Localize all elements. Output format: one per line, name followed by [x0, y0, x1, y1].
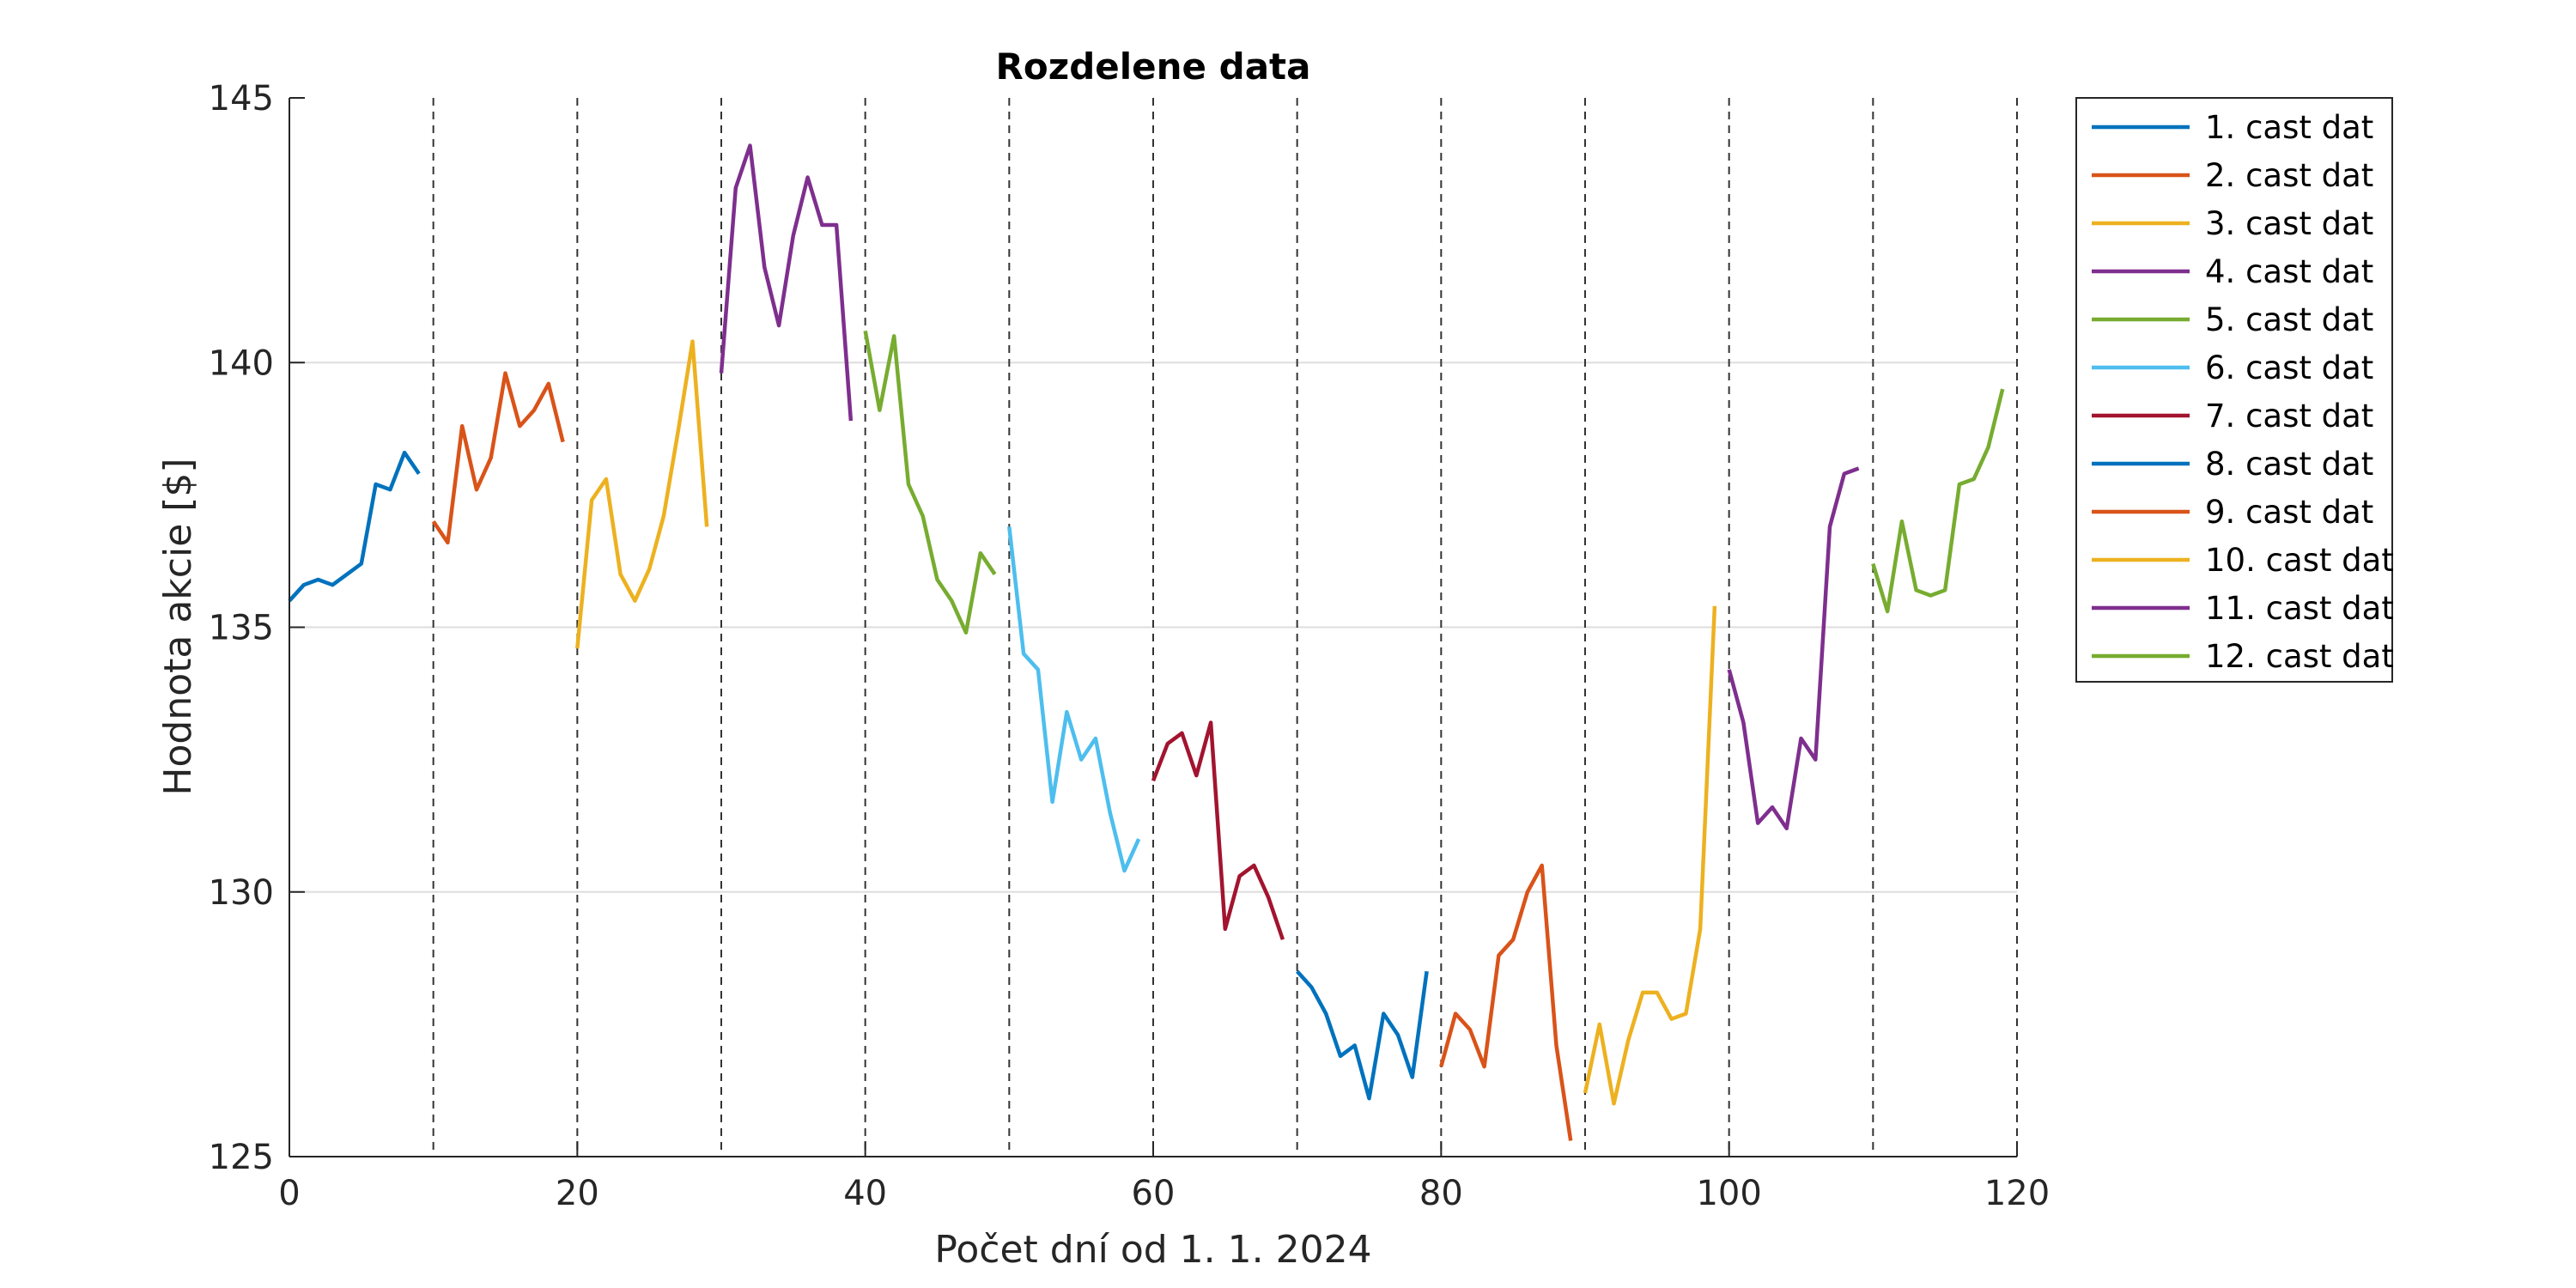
series-line-9: [1439, 863, 1573, 1141]
series-line-6: [1007, 526, 1141, 873]
x-tick-label-5: 100: [1696, 1174, 1761, 1213]
tick-labels: 0 20 40 60 80 100 120 125 130 135 140 145: [209, 79, 2050, 1213]
chart-title: Rozdelene data: [996, 46, 1311, 88]
x-tick-label-6: 120: [1984, 1174, 2050, 1213]
series-line-12: [1871, 388, 2005, 614]
legend-label-12: 12. cast dat: [2205, 638, 2394, 675]
segment-boundaries: [432, 98, 2018, 1157]
series-line-3: [575, 339, 709, 649]
series-line-2: [431, 371, 565, 545]
series-line-8: [1296, 969, 1429, 1101]
axes: [289, 97, 2018, 1157]
series-line-5: [863, 330, 997, 635]
x-tick-label-2: 40: [843, 1174, 887, 1213]
x-tick-label-3: 60: [1132, 1174, 1176, 1213]
legend-label-6: 6. cast dat: [2205, 349, 2373, 386]
legend-label-8: 8. cast dat: [2205, 446, 2373, 483]
y-axis-title: Hodnota akcie [$]: [156, 458, 200, 795]
x-axis-title: Počet dní od 1. 1. 2024: [934, 1228, 1371, 1272]
series-line-4: [719, 143, 854, 422]
series-line-10: [1583, 605, 1717, 1106]
legend-label-11: 11. cast dat: [2205, 590, 2394, 627]
y-tick-label-1: 130: [209, 873, 274, 913]
legend-label-10: 10. cast dat: [2205, 542, 2394, 579]
legend-box: [2075, 97, 2393, 683]
x-tick-label-4: 80: [1419, 1174, 1463, 1213]
series-line-11: [1727, 466, 1860, 831]
legend-label-9: 9. cast dat: [2205, 494, 2373, 531]
legend-label-3: 3. cast dat: [2205, 205, 2373, 242]
y-tick-label-3: 140: [209, 343, 274, 383]
legend-label-7: 7. cast dat: [2205, 398, 2373, 434]
legend: 1. cast dat 2. cast dat 3. cast dat 4. cast…: [2075, 97, 2394, 683]
legend-label-1: 1. cast dat: [2205, 109, 2373, 146]
x-tick-label-1: 20: [556, 1174, 599, 1213]
legend-label-2: 2. cast dat: [2205, 157, 2373, 194]
series-line-7: [1151, 720, 1285, 940]
series-line-1: [288, 450, 421, 603]
x-tick-label-0: 0: [278, 1174, 300, 1213]
series-lines: [288, 143, 2005, 1141]
y-tick-label-2: 135: [209, 609, 274, 648]
legend-label-5: 5. cast dat: [2205, 301, 2373, 338]
y-tick-label-0: 125: [209, 1138, 274, 1177]
y-tick-label-4: 145: [209, 79, 274, 118]
legend-label-4: 4. cast dat: [2205, 253, 2373, 290]
